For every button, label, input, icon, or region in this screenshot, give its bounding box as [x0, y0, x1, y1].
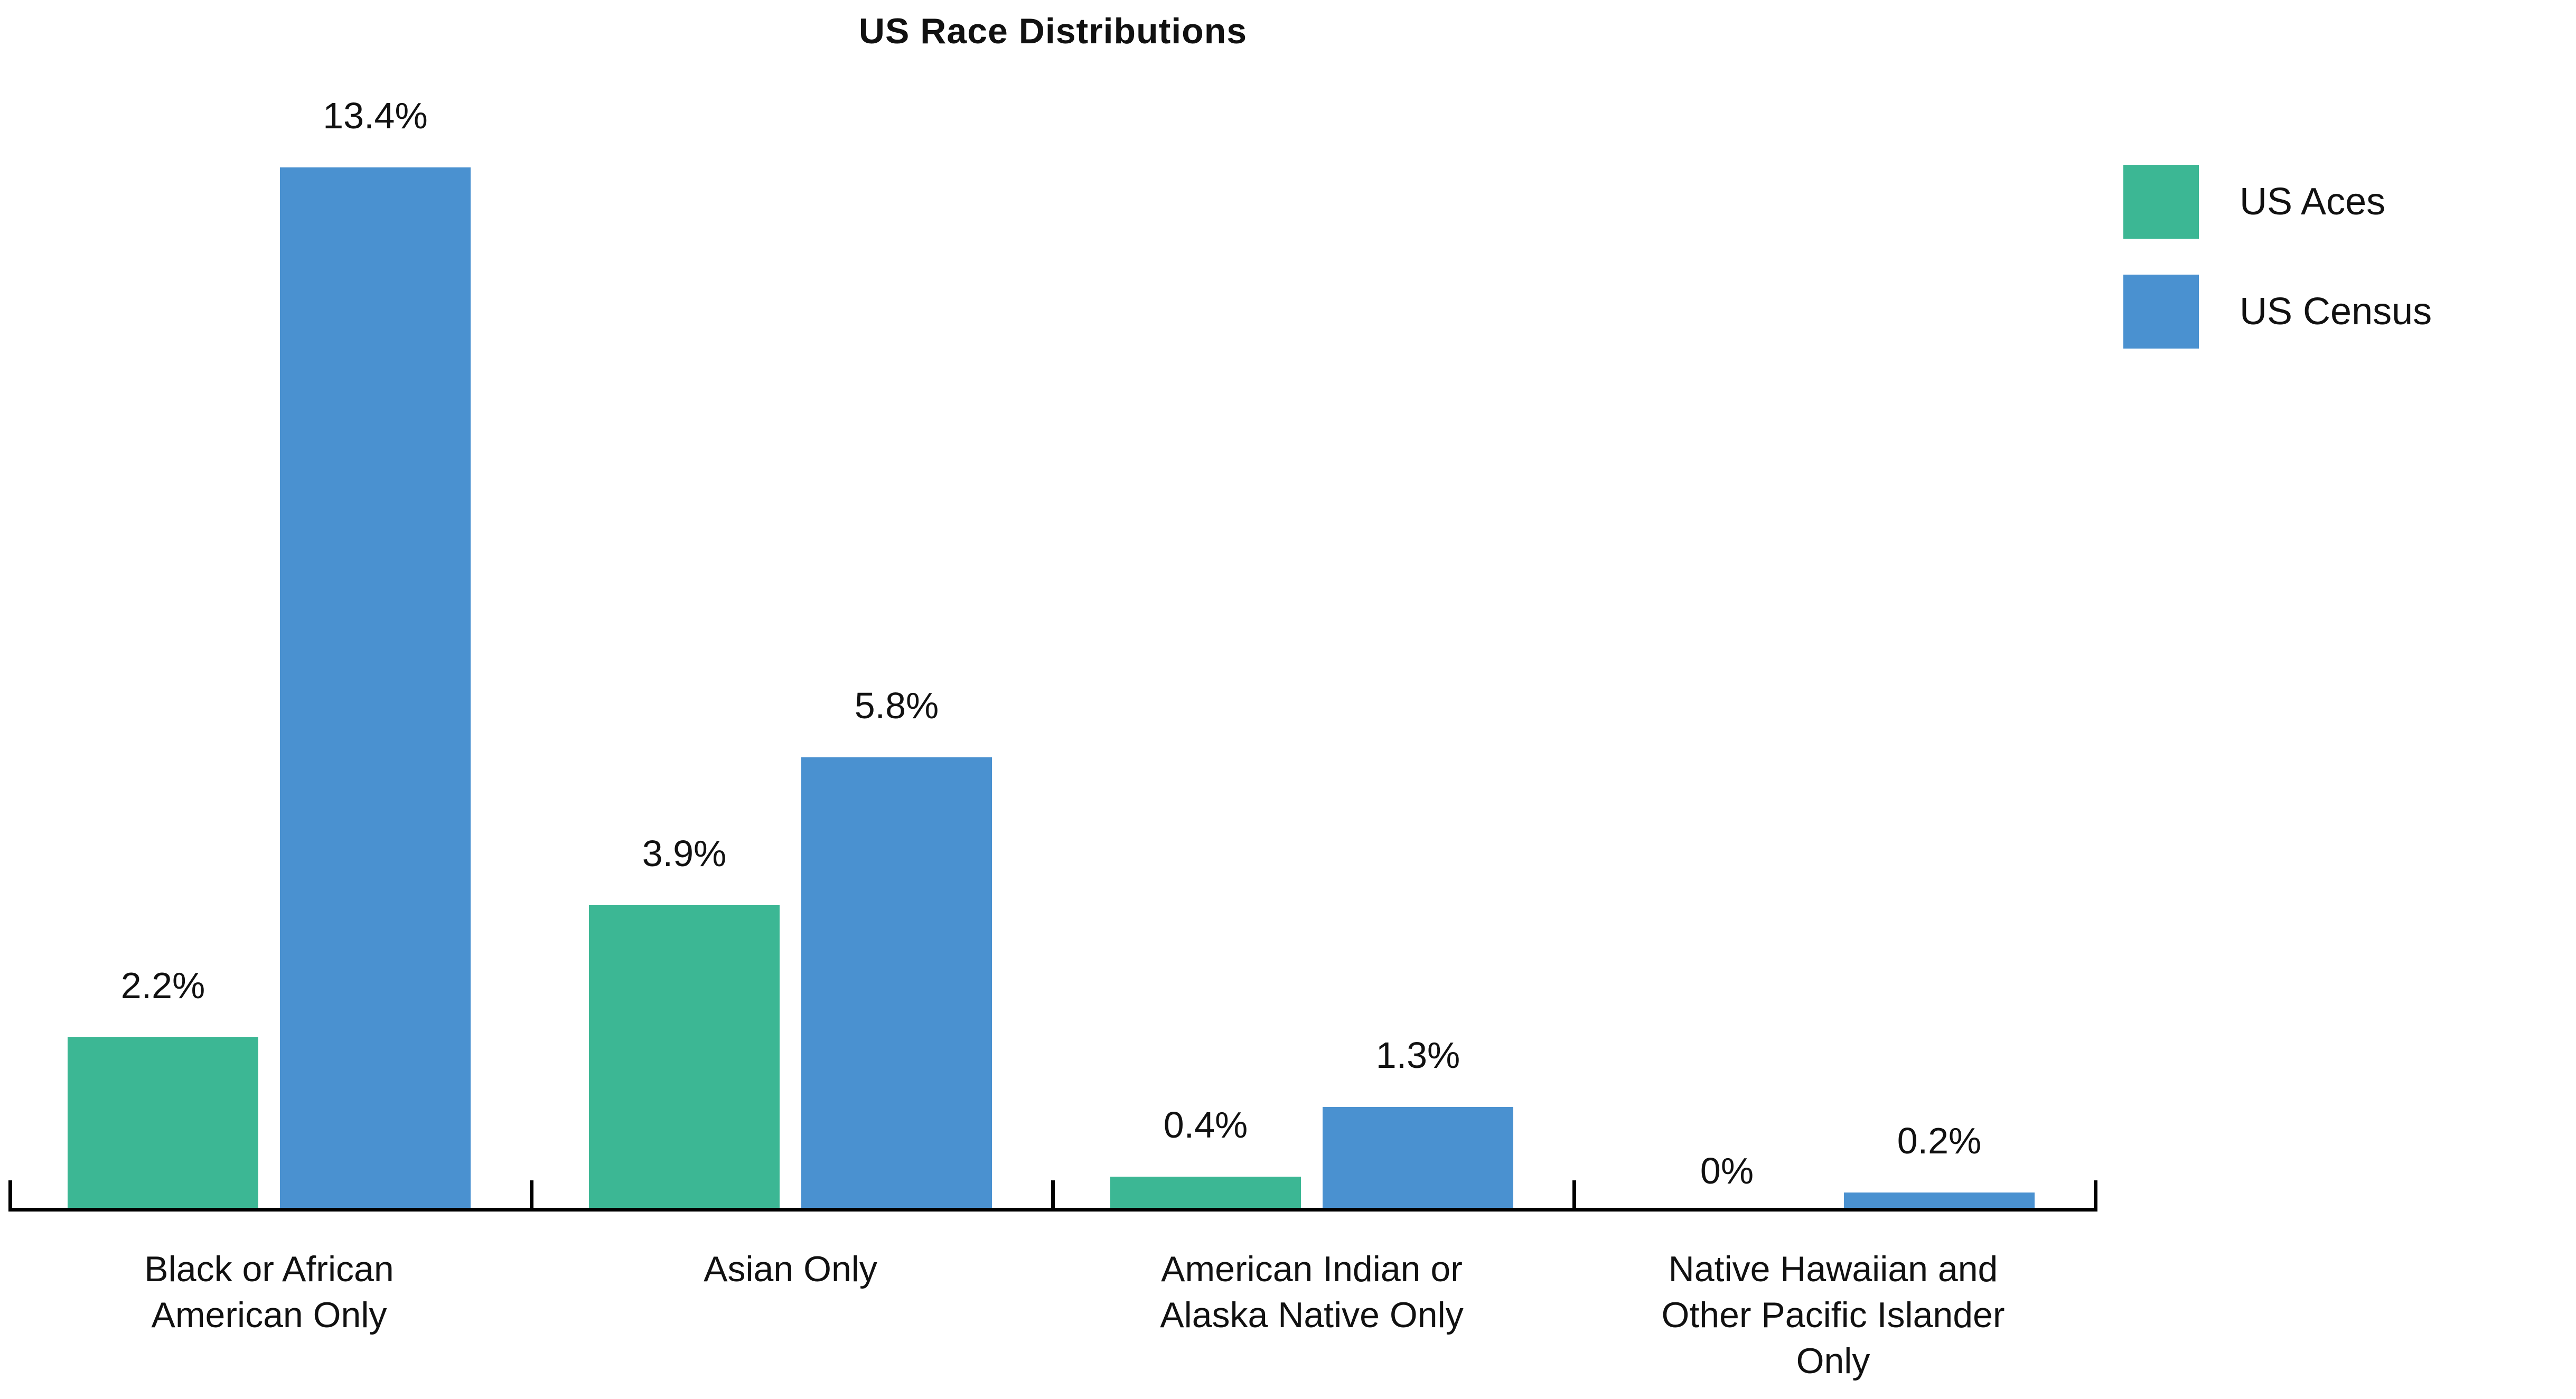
- legend-item-us-aces: US Aces: [2123, 165, 2432, 239]
- category-label-line: Alaska Native Only: [1160, 1295, 1464, 1335]
- bar-value-label: 2.2%: [120, 965, 205, 1006]
- legend-label-us-census: US Census: [2240, 290, 2432, 333]
- category-label-line: Other Pacific Islander: [1661, 1295, 2005, 1335]
- category-label: American Indian or Alaska Native Only: [1051, 1246, 1572, 1338]
- bar-us-census: [1844, 1193, 2035, 1208]
- bar-group: 0.4% 1.3% American Indian or Alaska Native …: [1051, 0, 1572, 1399]
- legend-item-us-census: US Census: [2123, 275, 2432, 349]
- bar-slot: 5.8%: [801, 0, 992, 1208]
- bar-group: 2.2% 13.4% Black or African American Only: [8, 0, 530, 1399]
- legend-label-us-aces: US Aces: [2240, 181, 2386, 223]
- bar-value-label: 0.4%: [1163, 1104, 1248, 1146]
- axis-tick: [2094, 1180, 2097, 1212]
- bar-us-aces: [589, 905, 780, 1208]
- axis-tick: [530, 1180, 533, 1212]
- bar-slot: 0.2%: [1844, 0, 2035, 1208]
- bar-us-aces: [68, 1037, 258, 1208]
- bar-group: 3.9% 5.8% Asian Only: [530, 0, 1051, 1399]
- category-label-line: American Indian or: [1161, 1249, 1463, 1289]
- legend-swatch-us-census: [2123, 275, 2199, 349]
- bar-slot: 3.9%: [589, 0, 780, 1208]
- plot-area: 2.2% 13.4% Black or African American Only 3.…: [8, 0, 2100, 1399]
- category-label-line: Only: [1796, 1341, 1870, 1381]
- bar-slot: 0.4%: [1110, 0, 1301, 1208]
- axis-tick: [1572, 1180, 1576, 1212]
- category-label-line: Native Hawaiian and: [1668, 1249, 1998, 1289]
- axis-tick: [8, 1180, 12, 1212]
- bar-slot: 2.2%: [68, 0, 258, 1208]
- bar-us-census: [801, 757, 992, 1208]
- bar-value-label: 0.2%: [1897, 1120, 1982, 1161]
- category-label-line: Asian Only: [704, 1249, 877, 1289]
- bar-value-label: 1.3%: [1375, 1035, 1460, 1076]
- chart-title: US Race Distributions: [858, 11, 1248, 51]
- legend-swatch-us-aces: [2123, 165, 2199, 239]
- bar-value-label: 3.9%: [642, 833, 727, 874]
- bar-group: 0% 0.2% Native Hawaiian and Other Pacific I…: [1572, 0, 2094, 1399]
- bar-value-label: 0%: [1700, 1150, 1754, 1191]
- legend: US Aces US Census: [2123, 165, 2432, 349]
- bar-slot: 0%: [1632, 0, 1822, 1208]
- bar-value-label: 5.8%: [854, 685, 939, 726]
- category-label-line: American Only: [151, 1295, 387, 1335]
- category-label: Native Hawaiian and Other Pacific Islande…: [1572, 1246, 2094, 1384]
- bar-us-aces: [1110, 1177, 1301, 1208]
- category-label-line: Black or African: [144, 1249, 394, 1289]
- bar-us-census: [280, 167, 471, 1208]
- bar-slot: 1.3%: [1323, 0, 1513, 1208]
- bar-value-label: 13.4%: [323, 95, 428, 136]
- bar-slot: 13.4%: [280, 0, 471, 1208]
- axis-tick: [1051, 1180, 1055, 1212]
- category-label: Black or African American Only: [8, 1246, 530, 1338]
- category-label: Asian Only: [530, 1246, 1051, 1292]
- bar-us-census: [1323, 1107, 1513, 1208]
